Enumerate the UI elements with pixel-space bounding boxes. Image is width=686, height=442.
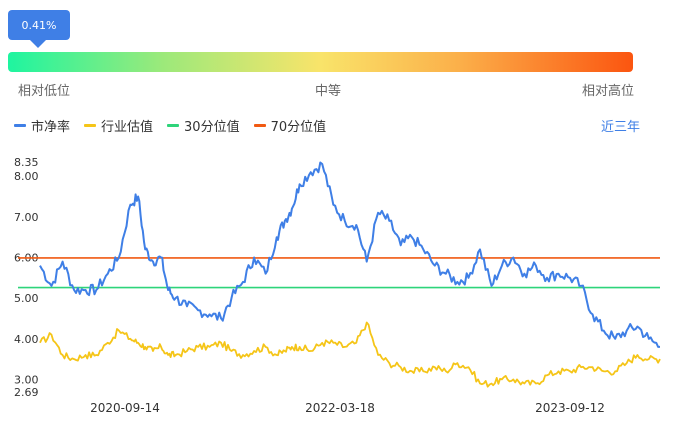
legend-item-pb[interactable]: 市净率 [14, 116, 70, 135]
y-tick-label: 8.35 [14, 156, 39, 169]
pb-chart: 8.358.007.006.005.004.003.002.692020-09-… [14, 156, 661, 415]
legend-item-p70[interactable]: 70分位值 [253, 116, 327, 135]
y-tick-label: 7.00 [14, 211, 39, 224]
period-selector[interactable]: 近三年 [600, 120, 640, 135]
pb-ratio-line [39, 161, 660, 348]
legend-item-industry[interactable]: 行业估值 [84, 116, 153, 135]
legend-label-p30: 30分位值 [184, 120, 240, 135]
x-tick-label: 2022-03-18 [305, 401, 375, 415]
scale-high-label: 相对高位 [582, 84, 635, 99]
valuation-gradient-bar [8, 52, 633, 72]
y-tick-label: 2.69 [14, 386, 39, 399]
x-tick-label: 2023-09-12 [535, 401, 605, 415]
legend-swatch-p30 [167, 124, 180, 127]
legend-swatch-pb [14, 124, 26, 127]
percentile-badge: 0.41% [8, 10, 70, 48]
percentile-value: 0.41% [21, 18, 57, 32]
legend-swatch-industry [84, 124, 97, 127]
x-tick-label: 2020-09-14 [90, 401, 160, 415]
industry-valuation-line [39, 321, 661, 388]
chart-legend: 市净率 行业估值 30分位值 70分位值 [14, 116, 326, 135]
y-tick-label: 4.00 [14, 333, 39, 346]
legend-label-pb: 市净率 [31, 120, 71, 135]
y-tick-label: 8.00 [14, 170, 39, 183]
legend-item-p30[interactable]: 30分位值 [167, 116, 240, 135]
legend-swatch-p70 [253, 124, 266, 127]
y-tick-label: 3.00 [14, 373, 39, 386]
scale-low-label: 相对低位 [18, 84, 71, 99]
scale-mid-label: 中等 [315, 84, 342, 99]
legend-label-p70: 70分位值 [270, 120, 327, 135]
legend-label-industry: 行业估值 [101, 120, 154, 135]
y-tick-label: 5.00 [14, 292, 39, 305]
